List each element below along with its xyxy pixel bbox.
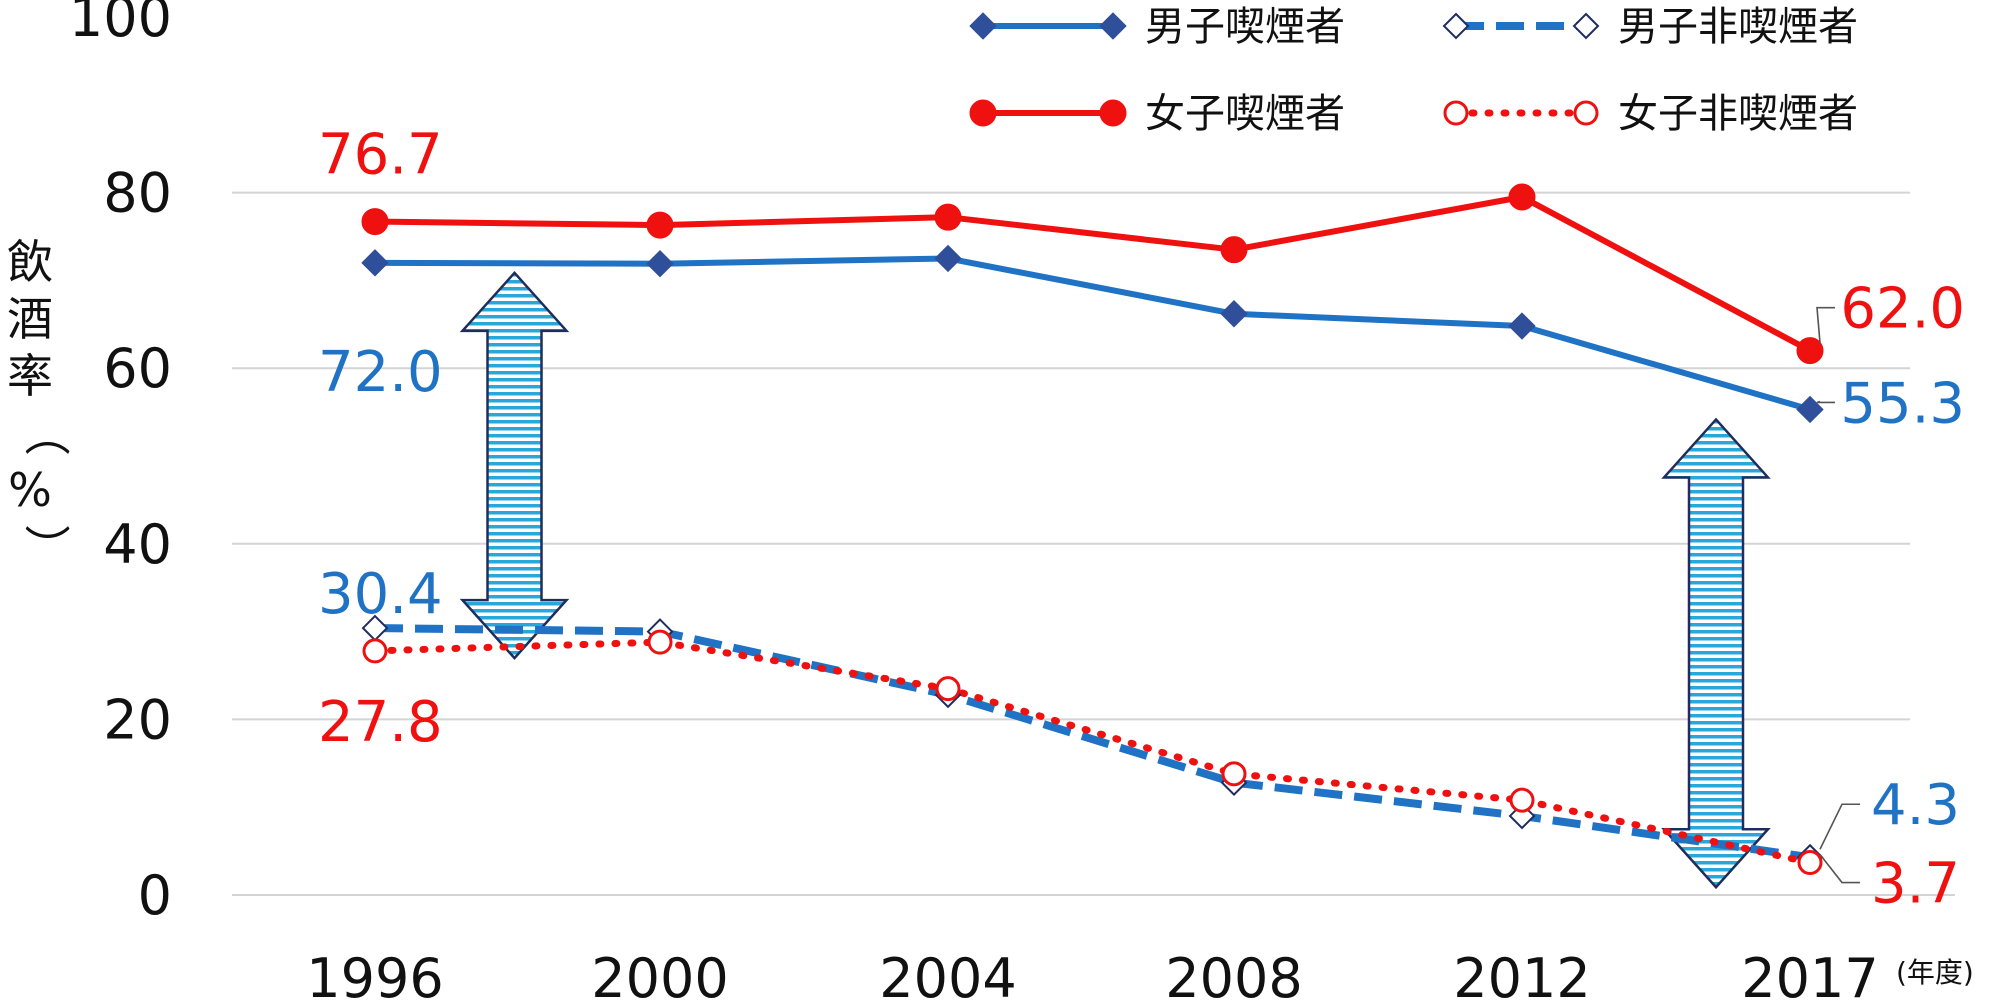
marker-diamond (1508, 312, 1536, 340)
marker-diamond (1796, 395, 1824, 424)
series-line (371, 638, 1814, 867)
x-axis-unit: (年度) (1896, 956, 1974, 989)
double-arrow (459, 270, 570, 660)
data-label: 76.7 (318, 123, 443, 188)
legend-item: 女子非喫煙者 (1443, 91, 1858, 137)
marker-circle-open (1573, 100, 1599, 126)
label-leader-line (1816, 400, 1835, 404)
label-leader-line (1819, 803, 1860, 850)
x-tick-label: 2004 (879, 947, 1016, 1000)
x-tick-label: 2012 (1453, 947, 1590, 1000)
marker-circle (1508, 183, 1536, 211)
y-axis-title-char: % (8, 463, 52, 517)
marker-circle-open (935, 676, 961, 702)
marker-circle (1796, 337, 1824, 365)
marker-circle-open (1797, 850, 1823, 876)
marker-diamond (646, 250, 674, 278)
series-line (374, 624, 1811, 862)
series-line (374, 255, 1811, 413)
data-label: 3.7 (1871, 852, 1960, 917)
series-markers-女子非喫煙者 (362, 629, 1823, 876)
y-axis-title-char: 酒 (7, 292, 53, 346)
y-axis-title-char: 飲 (7, 235, 53, 289)
data-label: 27.8 (318, 690, 443, 755)
data-label: 30.4 (318, 562, 443, 627)
marker-circle-open (647, 629, 673, 655)
marker-diamond (1099, 12, 1127, 40)
y-tick-label: 20 (103, 688, 172, 751)
marker-diamond-open (1572, 12, 1600, 40)
marker-diamond (1220, 300, 1248, 328)
data-label: 55.3 (1840, 371, 1965, 436)
x-axis: 1996 2000 2004 2008 2012 2017 (年度) (306, 947, 1974, 1000)
y-tick-label: 40 (103, 513, 172, 576)
y-axis-title-char: （ (19, 410, 73, 456)
label-leader-line (1816, 306, 1835, 343)
legend-label: 女子非喫煙者 (1618, 91, 1858, 137)
y-tick-label: 60 (103, 337, 172, 400)
series-女子非喫煙者 (371, 638, 1814, 867)
y-tick-label: 80 (103, 162, 172, 225)
data-label: 62.0 (1840, 277, 1965, 342)
series-line (374, 193, 1812, 354)
data-labels: 76.7 72.0 30.4 27.8 62.0 55.3 4.3 3.7 (318, 123, 1965, 917)
label-leader-line (1819, 854, 1860, 884)
x-tick-label: 2008 (1165, 947, 1302, 1000)
annotation-arrows (459, 270, 1771, 890)
marker-circle-open (1509, 787, 1535, 813)
y-tick-label: 0 (138, 864, 172, 927)
marker-diamond (969, 12, 997, 40)
legend-item: 男子非喫煙者 (1442, 4, 1858, 50)
y-axis-title: 飲酒率 （% ） (7, 235, 73, 570)
double-arrow (1661, 417, 1771, 890)
data-label: 4.3 (1871, 773, 1960, 838)
marker-circle (1099, 99, 1127, 127)
y-axis-title-char: 率 (7, 349, 53, 403)
x-tick-label: 1996 (306, 947, 443, 1000)
y-axis-title-char: ） (19, 524, 73, 570)
marker-circle (361, 208, 389, 236)
marker-circle-open (1443, 100, 1469, 126)
series-女子喫煙者 (374, 193, 1812, 354)
x-tick-label: 2017 (1741, 947, 1878, 1000)
marker-diamond-open (1442, 12, 1470, 40)
legend-item: 女子喫煙者 (969, 91, 1345, 137)
series-markers-男子喫煙者 (361, 244, 1824, 424)
series-layer (361, 183, 1824, 876)
marker-diamond (934, 244, 962, 273)
marker-circle (646, 211, 674, 239)
legend-item: 男子喫煙者 (969, 4, 1345, 50)
data-label: 72.0 (318, 340, 443, 405)
y-tick-label: 100 (69, 0, 172, 49)
legend-label: 男子非喫煙者 (1618, 4, 1858, 50)
marker-circle (969, 99, 997, 127)
marker-diamond (361, 249, 389, 277)
legend-label: 女子喫煙者 (1145, 91, 1345, 137)
legend-label: 男子喫煙者 (1145, 4, 1345, 50)
series-markers-女子喫煙者 (361, 183, 1824, 365)
x-tick-label: 2000 (591, 947, 728, 1000)
series-男子非喫煙者 (374, 624, 1811, 862)
marker-circle-open (1221, 761, 1247, 787)
marker-circle (1220, 236, 1248, 264)
series-男子喫煙者 (374, 255, 1811, 413)
marker-circle (934, 203, 962, 231)
marker-circle-open (362, 638, 388, 664)
y-axis: 0 20 40 60 80 100 飲酒率 （% ） (7, 0, 172, 927)
